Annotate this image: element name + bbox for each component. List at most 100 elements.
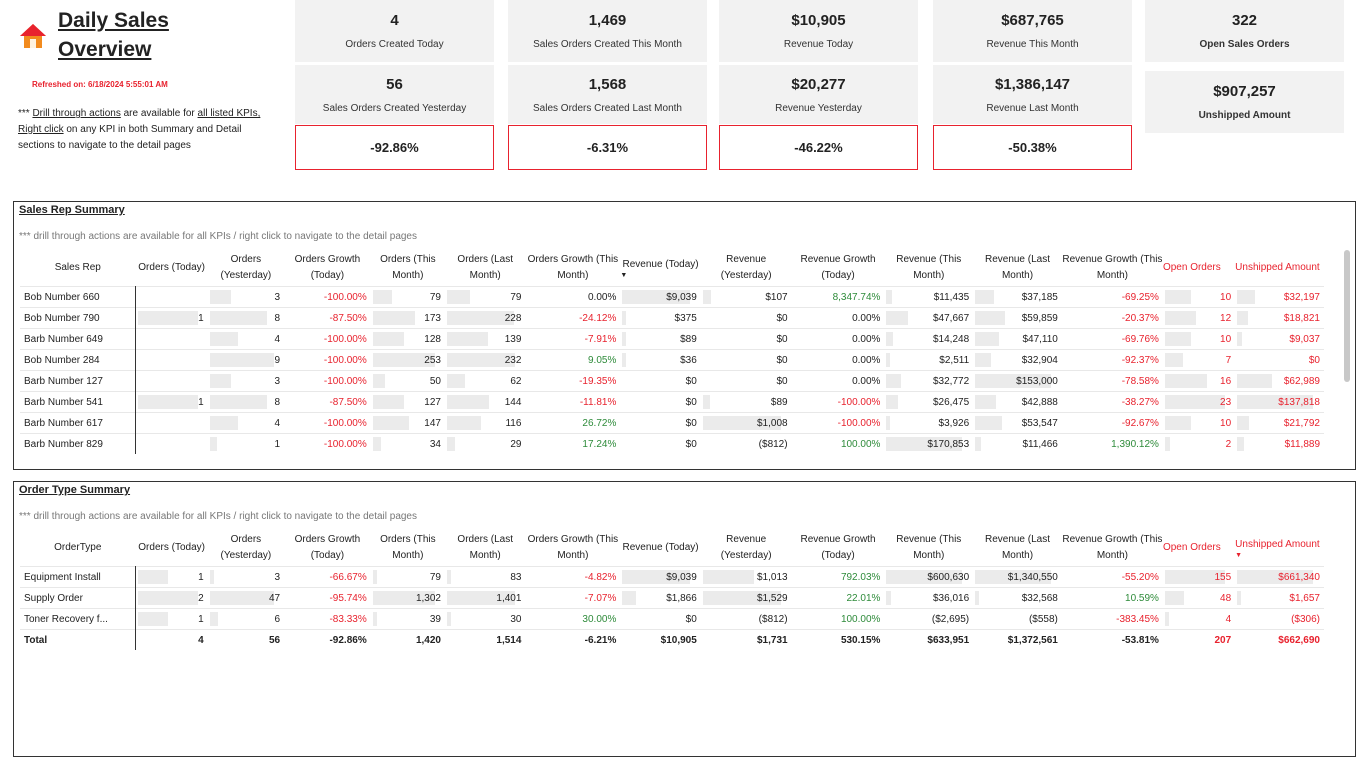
column-header[interactable]: Orders (This Month) <box>370 250 445 287</box>
column-header[interactable]: Orders Growth (Today) <box>284 250 371 287</box>
revenue-yesterday-card[interactable]: $20,277 Revenue Yesterday <box>719 65 918 124</box>
table-cell: $32,197 <box>1235 286 1324 308</box>
table-cell: 62 <box>444 370 526 392</box>
column-header[interactable]: Revenue Growth (Today) <box>791 250 885 287</box>
revenue-today-card[interactable]: $10,905 Revenue Today <box>719 0 918 62</box>
table-cell: 0.00% <box>791 307 885 329</box>
data-bar <box>702 570 755 584</box>
column-header[interactable]: Revenue (Yesterday) <box>700 530 792 567</box>
column-header[interactable]: Open Orders <box>1162 250 1236 287</box>
column-header[interactable]: Orders (Last Month) <box>444 530 526 567</box>
column-header[interactable]: Orders Growth (This Month) <box>525 250 621 287</box>
table-cell: 17.24% <box>525 433 621 454</box>
table-cell: ($812) <box>700 608 792 630</box>
column-header[interactable]: Revenue (Last Month) <box>973 530 1062 567</box>
table-cell: 2 <box>135 587 208 609</box>
table-cell: $0 <box>1235 349 1324 371</box>
growth-kpi-1[interactable]: -92.86% <box>295 125 494 170</box>
table-row[interactable]: Barb Number 127 3 -100.00% 50 62 -19.35% $0 $0 0… <box>20 370 1324 392</box>
table-row[interactable]: Supply Order 2 47 -95.74% 1,302 1,401 -7.07% $1… <box>20 587 1324 609</box>
table-cell: 7 <box>1162 349 1236 371</box>
data-bar <box>446 416 481 430</box>
column-header[interactable]: Revenue (Last Month) <box>973 250 1062 287</box>
column-header[interactable]: Orders Growth (Today) <box>284 530 371 567</box>
table-row[interactable]: Barb Number 829 1 -100.00% 34 29 17.24% $0 ($81… <box>20 433 1324 454</box>
open-sales-orders-card[interactable]: 322 Open Sales Orders <box>1145 0 1344 62</box>
column-header[interactable]: Revenue Growth (This Month) <box>1061 250 1163 287</box>
row-label: Barb Number 541 <box>20 391 137 413</box>
table-row[interactable]: Equipment Install 1 3 -66.67% 79 83 -4.82% $9,0… <box>20 566 1324 588</box>
data-bar <box>446 311 514 325</box>
table-cell: 1 <box>135 391 208 413</box>
column-header[interactable]: Open Orders <box>1162 530 1236 567</box>
table-cell: $0 <box>620 370 701 392</box>
table-cell: 0.00% <box>791 328 885 350</box>
growth-kpi-2[interactable]: -6.31% <box>508 125 707 170</box>
table-cell: 4 <box>207 412 285 434</box>
column-header[interactable]: Revenue (This Month) <box>884 530 974 567</box>
column-header[interactable]: Revenue (Today) ▼ <box>620 250 701 287</box>
column-header[interactable]: Revenue (Today) <box>620 530 701 567</box>
table-row[interactable]: Bob Number 790 1 8 -87.50% 173 228 -24.12% $375… <box>20 307 1324 329</box>
column-header[interactable]: Sales Rep <box>20 250 136 287</box>
data-bar <box>209 437 217 451</box>
column-header[interactable]: Orders (Today) <box>135 530 208 567</box>
sort-descending-icon[interactable]: ▼ <box>1235 552 1243 559</box>
table-row[interactable]: Bob Number 284 9 -100.00% 253 232 9.05% $36 $0 0… <box>20 349 1324 371</box>
table-cell: 155 <box>1162 566 1236 588</box>
table-cell: 173 <box>370 307 445 329</box>
data-bar <box>372 374 385 388</box>
column-header[interactable]: Revenue (Yesterday) <box>700 250 792 287</box>
table-cell: -100.00% <box>284 433 371 454</box>
column-header[interactable]: Orders (Today) <box>135 250 208 287</box>
total-cell: 56 <box>207 629 285 650</box>
column-header[interactable]: Revenue (This Month) <box>884 250 974 287</box>
column-header[interactable]: Unshipped Amount <box>1235 250 1324 287</box>
data-bar <box>1164 395 1225 409</box>
sort-descending-icon[interactable]: ▼ <box>620 272 628 279</box>
table-row[interactable]: Barb Number 541 1 8 -87.50% 127 144 -11.81% $0 $… <box>20 391 1324 413</box>
data-bar <box>1237 437 1244 451</box>
orders-created-today-card[interactable]: 4 Orders Created Today <box>295 0 494 62</box>
table-row[interactable]: Barb Number 617 4 -100.00% 147 116 26.72% $0 $1… <box>20 412 1324 434</box>
revenue-this-month-card[interactable]: $687,765 Revenue This Month <box>933 0 1132 62</box>
table-row[interactable]: Bob Number 660 3 -100.00% 79 79 0.00% $9,039 $1… <box>20 286 1324 308</box>
table-cell: $0 <box>700 349 792 371</box>
data-bar <box>372 591 435 605</box>
column-header[interactable]: Orders Growth (This Month) <box>525 530 621 567</box>
row-label: Barb Number 829 <box>20 433 137 454</box>
table-cell <box>135 349 208 371</box>
sales-orders-last-month-card[interactable]: 1,568 Sales Orders Created Last Month <box>508 65 707 124</box>
column-header[interactable]: Revenue Growth (Today) <box>791 530 885 567</box>
home-icon[interactable] <box>18 22 48 50</box>
column-header[interactable]: Revenue Growth (This Month) <box>1061 530 1163 567</box>
sales-rep-scrollbar[interactable] <box>1344 250 1350 382</box>
table-cell: $1,529 <box>700 587 792 609</box>
revenue-last-month-label: Revenue Last Month <box>986 103 1079 114</box>
sales-orders-this-month-card[interactable]: 1,469 Sales Orders Created This Month <box>508 0 707 62</box>
revenue-last-month-card[interactable]: $1,386,147 Revenue Last Month <box>933 65 1132 124</box>
growth-kpi-4[interactable]: -50.38% <box>933 125 1132 170</box>
table-cell: $2,511 <box>884 349 974 371</box>
table-cell: -69.76% <box>1061 328 1163 350</box>
column-header[interactable]: Orders (Yesterday) <box>207 530 285 567</box>
sales-orders-yesterday-card[interactable]: 56 Sales Orders Created Yesterday <box>295 65 494 124</box>
total-cell: -6.21% <box>525 629 621 650</box>
table-cell: 47 <box>207 587 285 609</box>
unshipped-amount-card[interactable]: $907,257 Unshipped Amount <box>1145 71 1344 133</box>
column-header[interactable]: Orders (This Month) <box>370 530 445 567</box>
column-header[interactable]: Orders (Last Month) <box>444 250 526 287</box>
table-row[interactable]: Toner Recovery f... 1 6 -83.33% 39 30 30.00% $0… <box>20 608 1324 630</box>
table-cell: $0 <box>620 412 701 434</box>
table-row[interactable]: Barb Number 649 4 -100.00% 128 139 -7.91% $89 $… <box>20 328 1324 350</box>
growth-kpi-3[interactable]: -46.22% <box>719 125 918 170</box>
table-cell: 10 <box>1162 412 1236 434</box>
column-header[interactable]: OrderType <box>20 530 136 567</box>
table-cell: $32,772 <box>884 370 974 392</box>
table-cell: $1,013 <box>700 566 792 588</box>
table-cell: 1 <box>207 433 285 454</box>
data-bar <box>138 570 169 584</box>
column-header[interactable]: Orders (Yesterday) <box>207 250 285 287</box>
column-header[interactable]: Unshipped Amount ▼ <box>1235 530 1324 567</box>
table-cell: 4 <box>1162 608 1236 630</box>
